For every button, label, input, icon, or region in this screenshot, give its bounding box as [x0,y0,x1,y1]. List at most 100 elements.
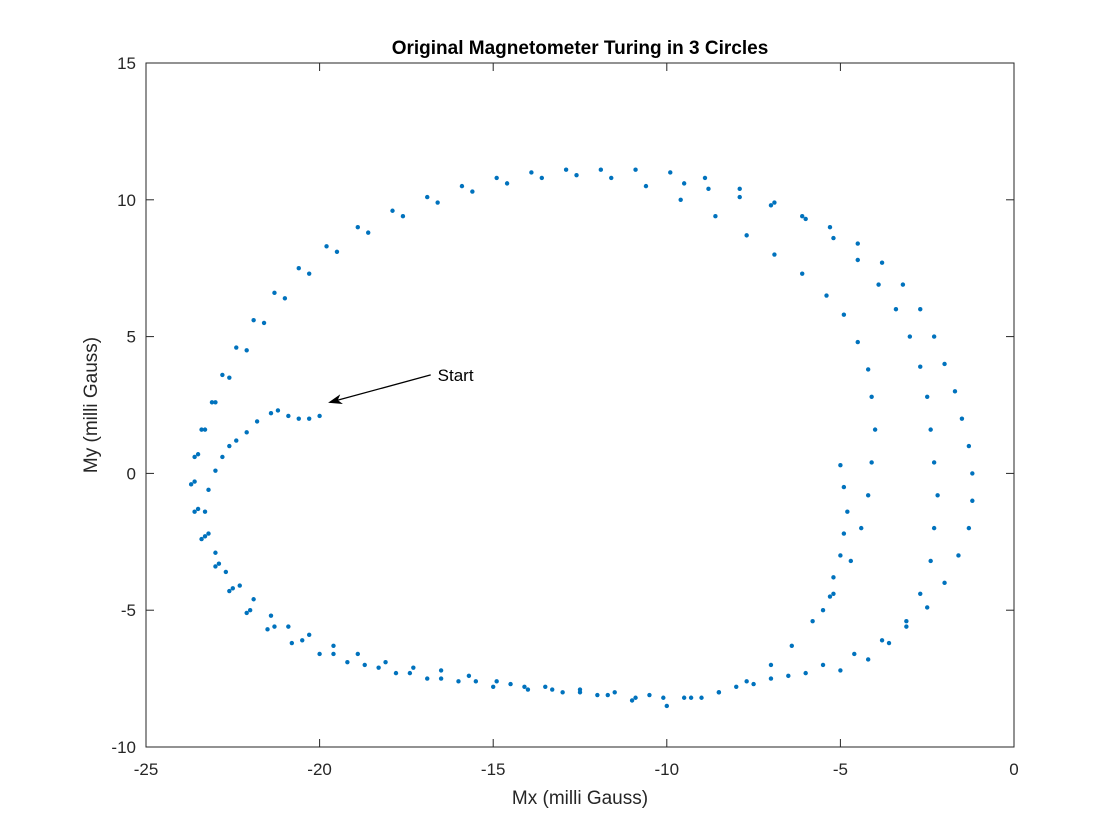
data-point [286,413,291,419]
data-point [334,249,340,254]
data-point [768,662,774,668]
data-point [383,659,388,665]
data-point [605,692,610,698]
data-point [872,427,878,432]
data-point [508,681,513,687]
data-point [494,175,499,181]
data-point [265,627,270,632]
data-point [192,454,197,460]
data-point [852,651,857,657]
data-point [865,367,871,372]
data-point [688,695,694,700]
data-point [633,695,638,700]
data-point [838,462,843,468]
data-point [831,235,836,241]
data-point [289,640,295,646]
data-point [612,690,617,695]
data-point [539,175,545,181]
data-point [296,416,301,421]
data-point [199,536,204,542]
data-point [407,670,413,676]
data-point [900,282,906,287]
data-point [831,575,836,580]
data-point [942,361,947,367]
data-point [438,668,444,673]
data-point [595,692,600,698]
data-point [848,558,854,564]
data-point [331,651,336,657]
data-point [192,509,197,514]
data-point [525,687,531,692]
data-point [841,484,847,490]
data-point [865,493,871,498]
data-point [459,183,465,189]
data-point [904,624,909,629]
data-point [879,260,885,265]
start-annotation: Start [328,366,474,404]
data-point [227,443,232,449]
data-point [734,684,739,690]
data-point [661,695,666,700]
data-point [306,416,312,421]
data-point [199,427,204,432]
data-point [272,290,277,296]
y-tick-label: 5 [127,328,136,347]
data-point [831,591,836,596]
data-point [425,194,430,200]
data-point [577,687,583,692]
data-point [838,553,843,558]
data-point [296,266,301,271]
data-point [716,690,722,695]
data-point [230,586,235,591]
data-point [331,643,336,648]
data-point [254,419,260,424]
data-point [855,257,860,263]
x-axis-label: Mx (milli Gauss) [512,788,648,809]
data-point [355,224,360,230]
data-point [213,564,218,569]
data-point [751,681,756,687]
x-tick-label: -15 [481,760,506,779]
data-point [376,665,381,670]
data-point [803,670,808,676]
data-point [744,233,749,238]
y-tick-label: 10 [117,191,136,210]
data-point [435,200,440,205]
data-point [643,183,649,189]
data-point [272,624,277,629]
y-tick-label: -5 [121,601,136,620]
x-tick-label: -10 [655,760,680,779]
data-point [931,460,937,465]
data-point [789,643,794,648]
data-point [227,588,232,594]
data-point [609,175,614,181]
data-point [970,498,975,503]
x-axis: -25 -20 -15 -10 -5 0 [134,63,1019,779]
data-point [935,493,940,498]
y-tick-label: 0 [127,464,136,483]
data-point [202,427,208,432]
data-point [855,339,860,345]
data-point [306,632,312,638]
data-point [213,550,218,555]
data-point [244,348,249,353]
data-point [466,673,472,679]
data-point [865,657,871,662]
data-point [904,618,909,624]
data-point [970,471,975,476]
data-point [411,665,416,670]
data-point [647,692,652,698]
data-point [966,525,972,531]
data-point [261,320,267,326]
data-point [286,624,291,629]
data-point [400,214,406,219]
data-point [966,443,972,449]
data-point [800,271,805,276]
data-point [300,638,305,643]
data-point [772,252,777,257]
data-point [470,189,475,194]
data-point [928,427,933,432]
data-point [918,307,923,312]
x-tick-label: 0 [1009,760,1018,779]
x-tick-label: -25 [134,760,159,779]
